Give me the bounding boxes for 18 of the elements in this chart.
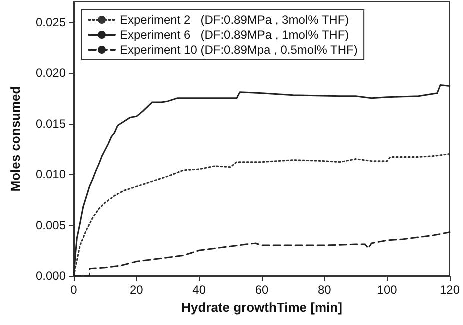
y-tick-label: 0.015: [36, 116, 66, 131]
y-tick-label: 0.020: [36, 66, 66, 80]
x-tick-label: 80: [318, 283, 332, 297]
x-tick-label: 0: [70, 283, 78, 297]
x-tick-label: 100: [377, 283, 398, 297]
y-axis-title: Moles consumed: [8, 86, 23, 192]
x-tick-label: 60: [255, 283, 269, 297]
legend-label: Experiment 2 (DF:0.89MPa , 3mol% THF): [120, 13, 350, 27]
y-tick-label: 0.010: [36, 168, 66, 182]
legend-label: Experiment 6 (DF:0.89MPa , 1mol% THF): [120, 28, 350, 42]
x-tick-label: 120: [440, 283, 460, 297]
y-tick-label: 0.005: [36, 218, 66, 232]
y-tick-label: 0.025: [36, 15, 66, 30]
legend-label: Experiment 10 (DF:0.89Mpa , 0.5mol% THF): [120, 43, 358, 57]
y-tick-label: 0.000: [36, 269, 66, 283]
x-tick-label: 40: [192, 283, 206, 297]
x-axis-title: Hydrate growthTime [min]: [182, 300, 342, 315]
x-tick-label: 20: [130, 283, 144, 297]
